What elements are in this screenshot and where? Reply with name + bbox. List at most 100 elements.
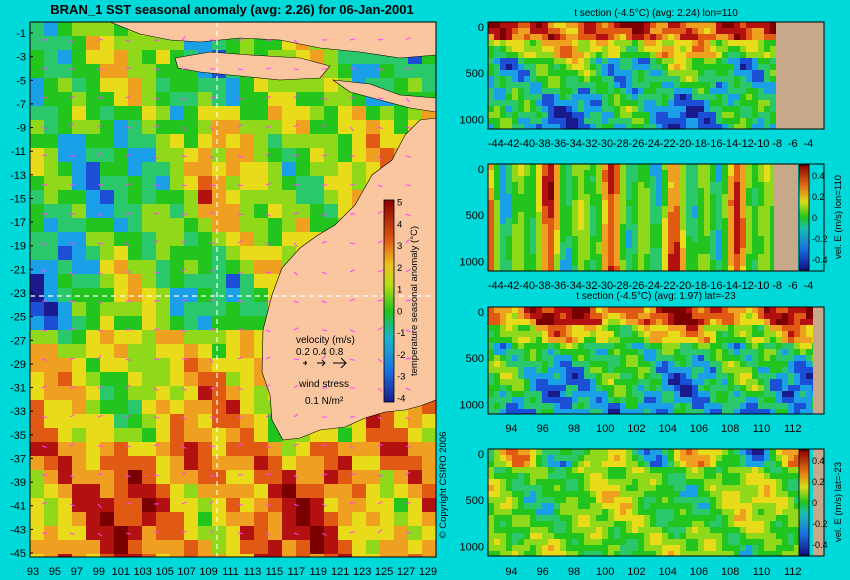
section-cell bbox=[740, 331, 747, 338]
section-cell bbox=[578, 367, 585, 374]
sst-cell bbox=[422, 414, 436, 429]
section-cell bbox=[644, 34, 651, 41]
section-cell bbox=[524, 70, 531, 77]
section-x-tick-label: -26 bbox=[629, 280, 645, 292]
section-cell bbox=[698, 349, 705, 356]
section-cell bbox=[554, 343, 561, 350]
sst-cell bbox=[86, 428, 101, 443]
sst-cell bbox=[240, 162, 255, 177]
section-cell bbox=[518, 349, 525, 356]
section-cell bbox=[566, 473, 573, 480]
section-cell bbox=[746, 248, 753, 255]
section-cell bbox=[752, 373, 759, 380]
section-cell bbox=[710, 313, 717, 320]
section-cell bbox=[770, 254, 777, 261]
section-cell bbox=[602, 467, 609, 474]
section-cell bbox=[566, 497, 573, 504]
velocity-vector bbox=[41, 154, 47, 157]
section-cell bbox=[656, 503, 663, 510]
sst-cell bbox=[296, 218, 311, 233]
section-cell bbox=[740, 266, 747, 271]
section-cell bbox=[572, 397, 579, 404]
section-cell bbox=[530, 40, 537, 47]
section-cell bbox=[602, 349, 609, 356]
section-cell bbox=[536, 307, 543, 314]
section-cell bbox=[758, 461, 765, 468]
section-cell bbox=[650, 88, 657, 95]
section-cell bbox=[776, 503, 783, 510]
section-cell bbox=[650, 361, 657, 368]
section-cell bbox=[518, 64, 525, 71]
section-cell bbox=[674, 461, 681, 468]
section-cell bbox=[524, 467, 531, 474]
section-cell bbox=[554, 307, 561, 314]
velocity-vector bbox=[125, 532, 131, 535]
section-cell bbox=[722, 260, 729, 267]
section-cell bbox=[524, 337, 531, 344]
section-cell bbox=[512, 58, 519, 65]
section-cell bbox=[590, 124, 597, 129]
sst-cell bbox=[128, 92, 143, 107]
section-cell bbox=[506, 124, 513, 129]
section-cell bbox=[554, 28, 561, 35]
section-cell bbox=[494, 331, 501, 338]
section-cell bbox=[668, 361, 675, 368]
section-cell bbox=[524, 164, 531, 171]
section-cell bbox=[560, 194, 567, 201]
section-cell bbox=[722, 236, 729, 243]
section-cell bbox=[740, 397, 747, 404]
section-cell bbox=[770, 467, 777, 474]
section-cell bbox=[746, 88, 753, 95]
sst-cell bbox=[86, 400, 101, 415]
section-cell bbox=[758, 82, 765, 89]
sst-cell bbox=[142, 176, 157, 191]
section-cell bbox=[764, 100, 771, 107]
sst-cell bbox=[100, 414, 115, 429]
section-cell bbox=[614, 230, 621, 237]
map-lat-tick-label: -21 bbox=[10, 264, 26, 276]
section-x-tick-label: -10 bbox=[754, 138, 770, 150]
section-cell bbox=[542, 403, 549, 410]
section-cell bbox=[596, 248, 603, 255]
section-cell bbox=[536, 509, 543, 516]
sst-cell bbox=[268, 190, 283, 205]
section-cell bbox=[506, 164, 513, 171]
section-cell bbox=[746, 355, 753, 362]
sst-cell bbox=[128, 260, 143, 275]
section-cell bbox=[578, 449, 585, 456]
section-cell bbox=[734, 260, 741, 267]
section-cell bbox=[746, 236, 753, 243]
section-cell bbox=[524, 100, 531, 107]
section-cell bbox=[548, 182, 555, 189]
section-cell bbox=[560, 52, 567, 59]
sst-cell bbox=[72, 106, 87, 121]
sst-cell bbox=[352, 162, 367, 177]
section-cell bbox=[596, 242, 603, 249]
section-cell bbox=[518, 473, 525, 480]
section-cell bbox=[752, 76, 759, 83]
section-cell bbox=[632, 503, 639, 510]
section-cell bbox=[716, 28, 723, 35]
section-cell bbox=[698, 194, 705, 201]
sst-cell bbox=[212, 288, 227, 303]
section-cell bbox=[554, 112, 561, 119]
sst-cell bbox=[212, 274, 227, 289]
sst-cell bbox=[380, 554, 395, 557]
section-cell bbox=[698, 200, 705, 207]
section-cell bbox=[758, 124, 765, 129]
section-cell bbox=[674, 521, 681, 528]
section-cell bbox=[506, 260, 513, 267]
section-cell bbox=[608, 46, 615, 53]
section-cell bbox=[524, 373, 531, 380]
section-cell bbox=[536, 176, 543, 183]
sst-cell bbox=[114, 190, 129, 205]
section-cell bbox=[542, 307, 549, 314]
section-cell bbox=[494, 64, 501, 71]
section-cell bbox=[530, 164, 537, 171]
sst-cell bbox=[100, 512, 115, 527]
section-cell bbox=[698, 82, 705, 89]
section-cell bbox=[554, 497, 561, 504]
velocity-vector bbox=[209, 529, 215, 534]
section-cell bbox=[518, 34, 525, 41]
section-cell bbox=[764, 497, 771, 504]
